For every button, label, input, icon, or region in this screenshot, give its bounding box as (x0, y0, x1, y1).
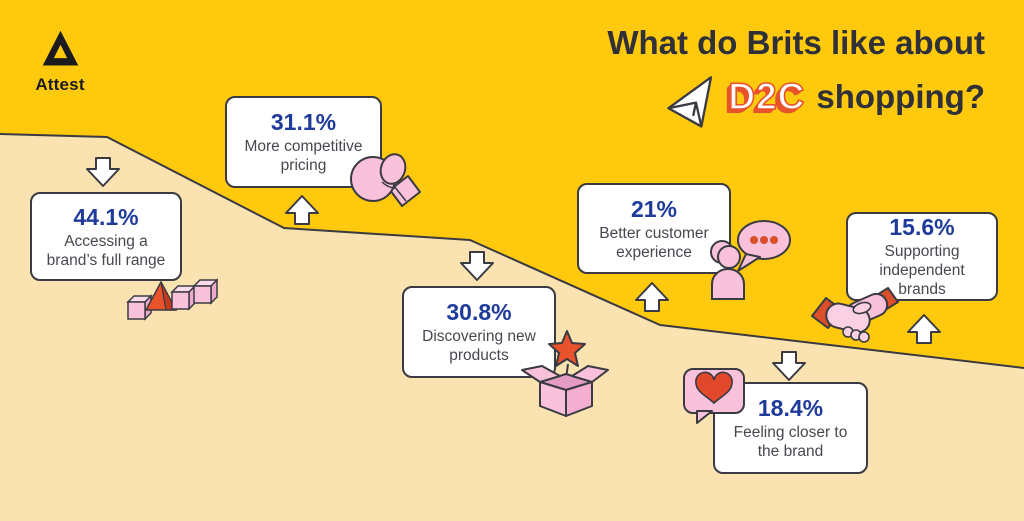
stat-label: Discovering new products (422, 328, 536, 364)
stat-card-new-products: 30.8% Discovering new products (402, 286, 556, 378)
title-d2c-highlight: D2C (728, 75, 806, 118)
paper-plane-icon (667, 76, 713, 128)
up-arrow-icon (633, 281, 671, 313)
stat-card-independent-brands: 15.6% Supporting independent brands (846, 212, 998, 301)
stat-value: 21% (630, 195, 678, 222)
down-arrow-icon (458, 250, 496, 282)
up-arrow-icon (905, 313, 943, 345)
stat-value: 18.4% (757, 395, 824, 421)
page-title: What do Brits like about D2C shopping? (607, 24, 985, 128)
brand-name: Attest (35, 75, 85, 94)
stat-label: More competitive pricing (244, 138, 363, 174)
open-box-star-icon (521, 330, 609, 417)
title-line-1: What do Brits like about (607, 24, 985, 61)
stat-card-customer-experience: 21% Better customer experience (577, 183, 731, 274)
person-chat-icon (710, 220, 791, 300)
down-arrow-icon (770, 350, 808, 382)
stat-value: 31.1% (270, 109, 337, 135)
boxing-glove-icon (350, 153, 421, 207)
stat-card-pricing: 31.1% More competitive pricing (225, 96, 382, 188)
stat-value: 30.8% (446, 299, 512, 325)
cubes-icon (126, 278, 218, 321)
up-arrow-icon (283, 194, 321, 226)
down-arrow-icon (84, 156, 122, 188)
stat-label: Feeling closer to the brand (733, 424, 848, 460)
stat-card-closer-to-brand: 18.4% Feeling closer to the brand (713, 382, 868, 474)
title-line-2-text: shopping? (816, 78, 985, 115)
heart-message-icon (683, 368, 745, 424)
stat-label: Better customer experience (599, 224, 709, 261)
stat-value: 15.6% (889, 214, 955, 240)
title-line-2: D2C shopping? (607, 69, 985, 128)
brand-logo: Attest (30, 26, 90, 95)
stat-label: Accessing a brand’s full range (46, 232, 166, 269)
stat-card-full-range: 44.1% Accessing a brand’s full range (30, 192, 182, 281)
handshake-icon (811, 287, 899, 343)
stat-label: Supporting independent brands (879, 243, 965, 298)
attest-triangle-logo-icon (42, 30, 78, 66)
stat-value: 44.1% (73, 203, 139, 230)
